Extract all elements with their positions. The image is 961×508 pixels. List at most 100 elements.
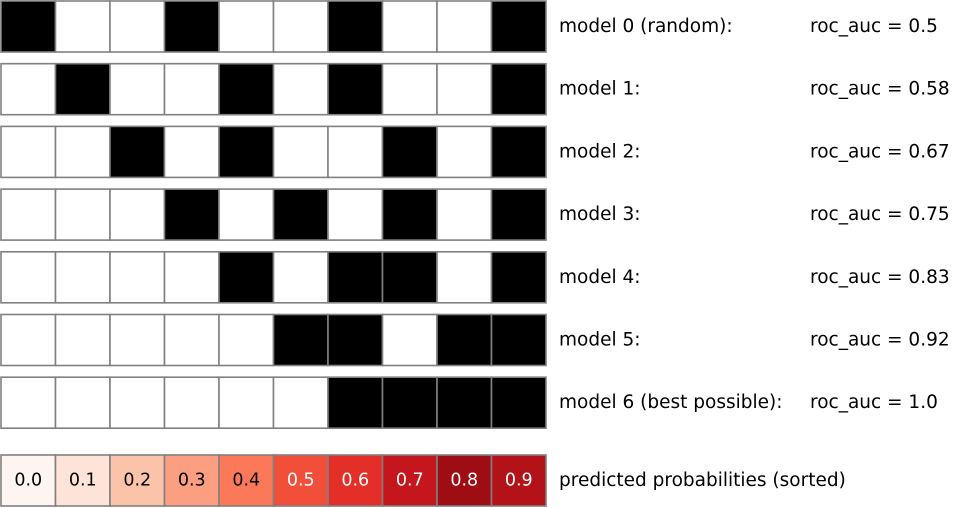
probability-value: 0.2 — [123, 471, 151, 491]
negative-cell — [109, 251, 166, 304]
positive-cell — [436, 313, 493, 367]
negative-cell — [0, 376, 57, 430]
model-label: model 5: — [559, 330, 641, 351]
positive-cell — [218, 62, 275, 116]
model-label: model 2: — [559, 141, 641, 162]
model-row: model 0 (random): roc_auc = 0.5 — [0, 0, 938, 53]
negative-cell — [163, 251, 220, 304]
negative-cell — [163, 62, 220, 116]
probability-cell — [0, 454, 57, 507]
positive-cell — [327, 313, 384, 367]
negative-cell — [54, 188, 111, 241]
probability-value: 0.5 — [287, 471, 315, 491]
roc-auc-score: roc_auc = 0.67 — [810, 141, 950, 162]
probability-cell — [272, 454, 329, 507]
negative-cell — [436, 125, 493, 179]
negative-cell — [436, 251, 493, 304]
positive-cell — [327, 0, 384, 53]
negative-cell — [54, 0, 111, 53]
negative-cell — [109, 188, 166, 241]
positive-cell — [327, 251, 384, 304]
probability-value: 0.9 — [505, 471, 533, 491]
model-label: model 6 (best possible): — [559, 392, 782, 413]
positive-cell — [272, 188, 329, 241]
positive-cell — [381, 251, 438, 304]
roc-auc-score: roc_auc = 0.5 — [810, 16, 938, 37]
model-row: model 4: roc_auc = 0.83 — [0, 251, 950, 304]
negative-cell — [109, 313, 166, 367]
positive-cell — [490, 313, 547, 367]
model-row: model 1: roc_auc = 0.58 — [0, 62, 950, 116]
negative-cell — [0, 62, 57, 116]
model-row: model 6 (best possible): roc_auc = 1.0 — [0, 376, 938, 430]
probability-value: 0.8 — [450, 471, 478, 491]
negative-cell — [272, 251, 329, 304]
model-label: model 0 (random): — [559, 16, 733, 37]
probability-cell — [381, 454, 438, 507]
negative-cell — [327, 188, 384, 241]
positive-cell — [490, 188, 547, 241]
negative-cell — [218, 313, 275, 367]
positive-cell — [490, 125, 547, 179]
negative-cell — [436, 0, 493, 53]
model-row: model 2: roc_auc = 0.67 — [0, 125, 950, 179]
positive-cell — [381, 376, 438, 430]
positive-cell — [163, 0, 220, 53]
positive-cell — [272, 313, 329, 367]
negative-cell — [163, 376, 220, 430]
negative-cell — [54, 376, 111, 430]
negative-cell — [163, 313, 220, 367]
negative-cell — [218, 376, 275, 430]
negative-cell — [218, 0, 275, 53]
negative-cell — [0, 251, 57, 304]
positive-cell — [109, 125, 166, 179]
model-row: model 3: roc_auc = 0.75 — [0, 188, 950, 241]
negative-cell — [218, 188, 275, 241]
probability-cell — [490, 454, 547, 507]
probability-cell — [218, 454, 275, 507]
positive-cell — [436, 376, 493, 430]
negative-cell — [436, 188, 493, 241]
probability-value: 0.7 — [396, 471, 424, 491]
negative-cell — [272, 125, 329, 179]
probability-value: 0.0 — [14, 471, 42, 491]
positive-cell — [381, 125, 438, 179]
positive-cell — [327, 62, 384, 116]
probability-value: 0.1 — [69, 471, 97, 491]
positive-cell — [54, 62, 111, 116]
negative-cell — [0, 125, 57, 179]
negative-cell — [436, 62, 493, 116]
probability-cell — [109, 454, 166, 507]
positive-cell — [218, 251, 275, 304]
negative-cell — [0, 188, 57, 241]
negative-cell — [327, 125, 384, 179]
positive-cell — [490, 376, 547, 430]
negative-cell — [54, 313, 111, 367]
negative-cell — [54, 125, 111, 179]
positive-cell — [327, 376, 384, 430]
positive-cell — [490, 62, 547, 116]
probability-cell — [436, 454, 493, 507]
positive-cell — [381, 188, 438, 241]
negative-cell — [272, 376, 329, 430]
probability-value: 0.6 — [341, 471, 369, 491]
model-label: model 1: — [559, 79, 641, 100]
model-row: model 5: roc_auc = 0.92 — [0, 313, 950, 367]
negative-cell — [0, 313, 57, 367]
positive-cell — [163, 188, 220, 241]
positive-cell — [218, 125, 275, 179]
model-label: model 4: — [559, 267, 641, 288]
probabilities-caption: predicted probabilities (sorted) — [559, 470, 846, 491]
probability-cell — [54, 454, 111, 507]
probability-cell — [327, 454, 384, 507]
roc-auc-score: roc_auc = 0.75 — [810, 204, 950, 225]
negative-cell — [272, 62, 329, 116]
negative-cell — [381, 62, 438, 116]
negative-cell — [109, 0, 166, 53]
negative-cell — [272, 0, 329, 53]
roc-auc-score: roc_auc = 0.83 — [810, 267, 950, 288]
positive-cell — [490, 0, 547, 53]
negative-cell — [163, 125, 220, 179]
probability-value: 0.3 — [178, 471, 206, 491]
